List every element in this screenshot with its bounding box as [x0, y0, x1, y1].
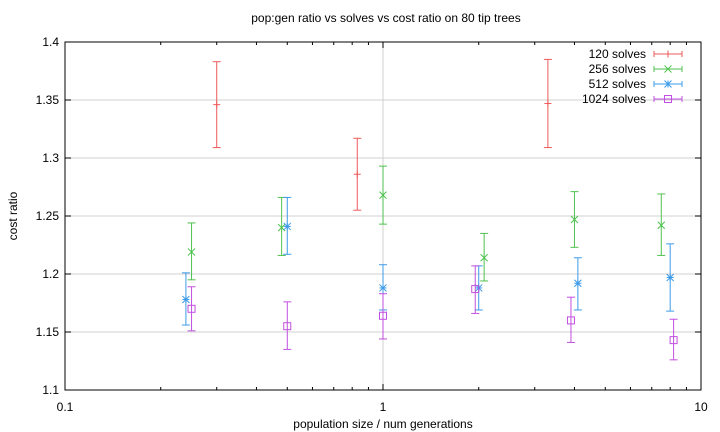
y-tick-label: 1.2 [42, 267, 59, 281]
data-point [283, 322, 292, 331]
data-point [480, 253, 488, 262]
y-axis-title: cost ratio [6, 191, 20, 240]
y-tick-label: 1.3 [42, 151, 59, 165]
x-tick-label: 0.1 [57, 400, 74, 414]
x-tick-label: 1 [380, 400, 387, 414]
legend-marker [664, 80, 672, 88]
axes: 1.1 1.15 1.2 1.25 1.3 1.35 1.4 0.1 1 10 [36, 35, 708, 414]
data-point [669, 336, 678, 345]
error-bar [379, 293, 387, 340]
y-tick-label: 1.15 [36, 325, 60, 339]
legend-marker [664, 65, 672, 73]
data-point [574, 279, 582, 288]
legend-marker [664, 95, 672, 103]
legend-entry: 512 solves [589, 77, 683, 91]
chart-title: pop:gen ratio vs solves vs cost ratio on… [251, 11, 520, 25]
series-1 [212, 58, 552, 211]
data-point [666, 273, 675, 282]
legend-label: 1024 solves [582, 92, 646, 106]
data-point [379, 191, 387, 199]
series-2 [187, 165, 666, 282]
x-tick-label: 10 [694, 400, 708, 414]
data-point [353, 170, 361, 178]
data-point [379, 311, 387, 320]
data-point [213, 101, 221, 109]
data-point [544, 99, 552, 107]
y-tick-label: 1.25 [36, 209, 60, 223]
legend-entry: 120 solves [589, 47, 683, 61]
y-tick-label: 1.35 [36, 93, 60, 107]
error-bar [283, 301, 292, 350]
error-bar [187, 286, 196, 332]
data-point [566, 316, 575, 325]
legend-label: 256 solves [589, 62, 646, 76]
data-point [471, 285, 480, 294]
error-bar [566, 296, 575, 343]
y-tick-label: 1.1 [42, 383, 59, 397]
series-3 [181, 196, 675, 326]
series-4 [187, 265, 678, 361]
legend-marker [664, 50, 672, 58]
data-point [187, 248, 196, 256]
legend-swatch [653, 96, 683, 102]
data-point [379, 284, 387, 292]
data-marks [181, 58, 678, 361]
legend-label: 120 solves [589, 47, 646, 61]
data-point [187, 304, 196, 313]
legend-label: 512 solves [589, 77, 646, 91]
y-tick-label: 1.4 [42, 35, 59, 49]
legend-entry: 1024 solves [582, 92, 683, 106]
error-bar [471, 265, 480, 314]
data-point [182, 295, 190, 304]
legend-entry: 256 solves [589, 62, 683, 76]
x-axis-title: population size / num generations [293, 417, 472, 431]
error-bar [669, 318, 678, 361]
data-point [283, 222, 292, 231]
data-point [657, 221, 666, 230]
data-point [570, 215, 579, 224]
